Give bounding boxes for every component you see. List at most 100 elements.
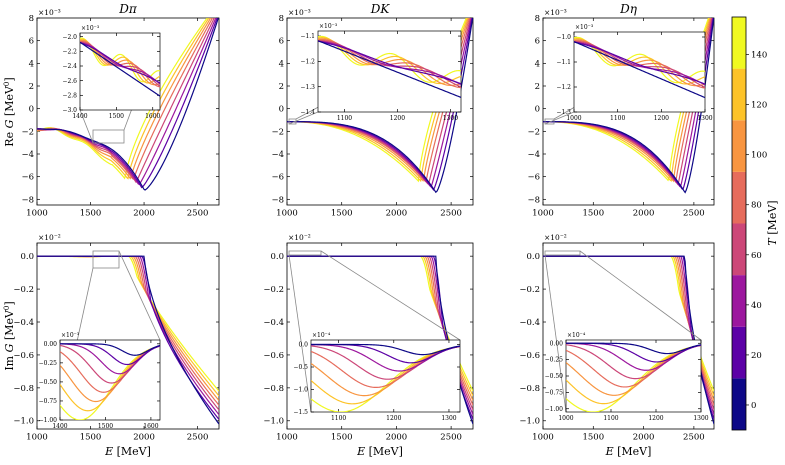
panel-title: DK — [370, 2, 391, 16]
axis-ytick-label: −4 — [271, 150, 284, 160]
inset-ytick-label: −0.50 — [545, 373, 564, 380]
ylabel-sup: 0 — [3, 306, 11, 310]
axis-ytick-label: −4 — [527, 150, 540, 160]
axis-xtick-label: 1000 — [532, 209, 554, 219]
xlabel-var: E — [104, 445, 117, 458]
axis-xtick-label: 2500 — [187, 209, 209, 219]
colorbar-band-T60 — [732, 275, 746, 327]
axis-ytick-label: 0.0 — [526, 252, 540, 262]
inset-ytick-label: −2.4 — [62, 63, 77, 70]
panel-title: Dπ — [118, 2, 138, 16]
inset-curve-series-T60 — [318, 40, 461, 86]
inset-curve-series-T40 — [318, 40, 461, 85]
axis-ytick-label: −2 — [527, 127, 540, 137]
axis-ytick-label: 2 — [29, 82, 34, 92]
multiplier: ×10⁻² — [38, 233, 61, 242]
inset-ytick-label: −0.25 — [39, 360, 58, 367]
inset-multiplier: ×10⁻³ — [575, 24, 594, 31]
axis-xtick-label: 2500 — [683, 433, 705, 443]
axis-xtick-label: 1500 — [331, 433, 353, 443]
inset-xtick-label: 1600 — [143, 423, 158, 430]
panel-im-2: 1000 1500 2000 2500 −1.0 −0.8 −0.6 −0.4 −0.2 0.0 ×… — [519, 233, 715, 443]
curve-series-T140 — [37, 18, 210, 180]
axis-ytick-label: −0.2 — [519, 285, 540, 295]
zoom-connector — [288, 254, 312, 413]
inset-curve-series-T0 — [311, 343, 460, 356]
panel-re-0: 1000 1500 2000 2500 −8 −6 −4 −2 0 2 4 6 8 ×10⁻³ Dπ 1400… — [21, 2, 220, 219]
axis-ytick-label: −6 — [527, 173, 540, 183]
axis-ytick-label: −6 — [21, 173, 34, 183]
inset-multiplier: ×10⁻⁴ — [567, 332, 586, 339]
axis-xtick-label: 2500 — [440, 209, 462, 219]
zoom-connector — [79, 109, 94, 144]
axis-ytick-label: 2 — [535, 82, 540, 92]
curve-series-T0 — [543, 255, 714, 425]
colorbar-tick-label: 0 — [751, 401, 756, 411]
axis-ytick-label: −0.8 — [263, 384, 284, 394]
zoom-box — [92, 250, 120, 269]
inset-ytick-label: −1.1 — [556, 59, 571, 66]
inset: 1400 1500 1600 −1.00 −0.75 −0.50 −0.25 0.00×10⁻… — [39, 332, 161, 430]
inset-ytick-label: −2.6 — [62, 78, 77, 85]
xlabel: E [MeV] — [605, 445, 652, 458]
inset-curve-series-T0 — [60, 343, 160, 356]
axis-ytick-label: −0.8 — [13, 384, 34, 394]
xlabel-unit: [MeV] — [617, 445, 651, 458]
inset-xtick-label: 1300 — [441, 415, 456, 422]
panel-re-1: 1000 1500 2000 2500 −8 −6 −4 −2 0 2 4 6 8 ×10⁻³ DK 1100… — [271, 2, 474, 219]
axis-ytick-label: 4 — [29, 59, 34, 69]
ylabel-part: G — [3, 343, 16, 352]
zoom-connector — [544, 254, 567, 413]
inset-curve-series-T60 — [574, 41, 705, 86]
zoom-connector — [118, 250, 161, 341]
inset-xtick-label: 1500 — [98, 423, 113, 430]
inset-ytick-label: 0.00 — [44, 341, 58, 348]
inset-curve-series-T100 — [566, 344, 701, 388]
curve-series-T0 — [37, 18, 219, 191]
colorbar-band-T120 — [732, 120, 746, 172]
inset-xtick-label: 1200 — [648, 415, 663, 422]
inset-ytick-label: −2.0 — [62, 34, 77, 41]
axis-xtick-label: 1000 — [26, 433, 48, 443]
inset-ytick-label: −1.5 — [293, 409, 308, 416]
ylabel-end: ] — [3, 77, 16, 81]
inset-multiplier: ×10⁻⁴ — [312, 332, 331, 339]
zoom-connector — [579, 250, 702, 341]
zoom-connector — [320, 250, 461, 341]
colorbar-tick-label: 60 — [751, 251, 762, 261]
xlabel: E [MeV] — [104, 445, 151, 458]
ylabel-part: Im — [3, 352, 16, 370]
axis-xtick-label: 1000 — [532, 433, 554, 443]
colorbar-label-unit: [MeV] — [766, 200, 779, 234]
inset-curve-series-T140 — [318, 37, 461, 85]
axis-ytick-label: −2 — [271, 127, 284, 137]
axis-ytick-label: 0 — [279, 105, 284, 115]
axis-ytick-label: −0.4 — [13, 318, 34, 328]
colorbar-band-T100 — [732, 171, 746, 224]
colorbar-band-T0 — [732, 378, 746, 430]
ylabel-re: Re G [MeV0] — [3, 77, 16, 146]
axis-ytick-label: −0.8 — [519, 384, 540, 394]
axis-ytick-label: 6 — [279, 37, 284, 47]
axis-xtick-label: 1000 — [276, 433, 298, 443]
axis-ytick-label: −2 — [21, 127, 34, 137]
inset-curve-series-T60 — [80, 42, 160, 85]
curve-series-T0 — [287, 18, 473, 194]
curve-series-T0 — [287, 255, 473, 425]
axis-xtick-label: 2000 — [386, 209, 408, 219]
axis-ytick-label: 8 — [535, 14, 540, 24]
inset-xtick-label: 1100 — [337, 115, 352, 122]
inset-ytick-label: −1.4 — [300, 109, 315, 116]
inset-xtick-label: 1100 — [603, 415, 618, 422]
xlabel: E [MeV] — [356, 445, 403, 458]
axis-xtick-label: 1500 — [582, 209, 604, 219]
inset-ytick-label: 0.00 — [550, 340, 564, 347]
inset-curve-series-T100 — [311, 345, 460, 389]
inset-frame — [79, 32, 161, 111]
xlabel-unit: [MeV] — [117, 445, 151, 458]
axis-ytick-label: 6 — [535, 37, 540, 47]
inset: 1100 1200 1300 −1.5 −1.0 −0.5 0.0 ×10⁻⁴ — [293, 332, 461, 422]
panel-frame — [36, 242, 220, 430]
inset-multiplier: ×10⁻³ — [81, 25, 100, 32]
inset-curve-series-T0 — [318, 40, 461, 98]
